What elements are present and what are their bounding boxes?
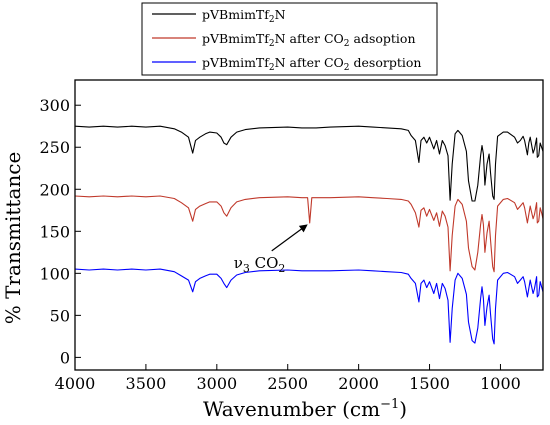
legend-label-series-1: pVBmimTf2N bbox=[202, 7, 286, 25]
annotation-arrow bbox=[271, 225, 307, 252]
x-tick-label: 1000 bbox=[480, 374, 521, 393]
x-tick-label: 3000 bbox=[196, 374, 237, 393]
x-tick-label: 2000 bbox=[338, 374, 379, 393]
y-tick-label: 200 bbox=[39, 180, 70, 199]
y-tick-label: 150 bbox=[39, 222, 70, 241]
legend: pVBmimTf2N pVBmimTf2N after CO2 adsoptio… bbox=[141, 2, 438, 76]
y-tick-label: 100 bbox=[39, 264, 70, 283]
legend-label-series-2: pVBmimTf2N after CO2 adsoption bbox=[202, 31, 416, 49]
x-tick-label: 2500 bbox=[267, 374, 308, 393]
y-tick-label: 300 bbox=[39, 96, 70, 115]
annotation-label: ν3 CO2 bbox=[234, 254, 286, 275]
x-axis-title: Wavenumber (cm−1) bbox=[203, 397, 407, 421]
x-tick-label: 3500 bbox=[126, 374, 167, 393]
annotation-arrow-head bbox=[298, 224, 308, 233]
y-tick-label: 0 bbox=[60, 348, 70, 367]
y-tick-label: 250 bbox=[39, 138, 70, 157]
legend-label-series-3: pVBmimTf2N after CO2 desorption bbox=[202, 55, 421, 73]
y-tick-label: 50 bbox=[50, 306, 70, 325]
co2-annotation: ν3 CO2 bbox=[234, 224, 308, 275]
series-line-1 bbox=[74, 125, 544, 202]
ticks-layer: 4000 3500 3000 2500 2000 1500 1000 0 50 100 150 200… bbox=[39, 96, 520, 393]
plot-frame bbox=[74, 79, 544, 371]
y-axis-title: % Transmittance bbox=[1, 152, 25, 325]
series-line-2 bbox=[74, 195, 544, 273]
series-line-3 bbox=[74, 268, 544, 345]
x-tick-label: 4000 bbox=[55, 374, 96, 393]
legend-box bbox=[141, 2, 438, 76]
series-layer bbox=[74, 125, 544, 345]
x-tick-label: 1500 bbox=[409, 374, 450, 393]
